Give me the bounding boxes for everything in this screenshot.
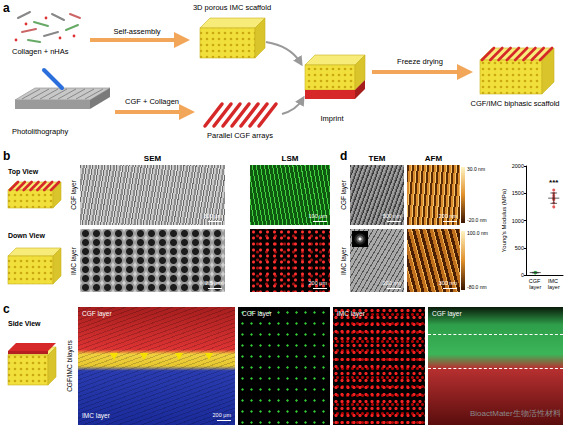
html-text:100 μm: 100 μm [308,213,327,219]
html-text:CGF + Collagen: CGF + Collagen [125,97,179,106]
svg-text:1500: 1500 [512,190,524,196]
html-text:CGF layer: CGF layer [432,310,462,317]
html-text:Collagen + nHAs: Collagen + nHAs [12,47,69,56]
html-text:IMC layer: IMC layer [337,310,365,317]
svg-text:2000: 2000 [512,163,524,169]
html-text:CGF layer: CGF layer [339,180,347,210]
html-text:CGF layer: CGF layer [82,310,112,317]
html-text:CGF/IMC biphasic scaffold: CGF/IMC biphasic scaffold [470,99,560,108]
html-text:Side View: Side View [8,320,41,327]
html-text:SEM: SEM [143,154,162,163]
html-text:c: c [3,302,10,316]
html-text:Down View: Down View [8,232,45,239]
html-text:200 nm: 200 nm [382,280,401,286]
html-text:-80.0 nm: -80.0 nm [467,284,487,290]
html-text:Parallel CGF arrays: Parallel CGF arrays [207,131,273,140]
html-text:200 μm: 200 μm [308,280,327,286]
html-text:TEM: TEM [368,154,386,163]
html-text:2.5 μm: 2.5 μm [205,280,222,286]
html-text:200 μm: 200 μm [212,412,231,418]
html-text:d: d [340,149,348,163]
svg-text:1000: 1000 [512,218,524,224]
html-text:a: a [3,1,10,15]
svg-text:500: 500 [515,245,524,251]
html-text:IMC layer: IMC layer [69,246,77,275]
html-text:CGF/IMC bilayers: CGF/IMC bilayers [65,340,73,392]
html-text:300 μm: 300 μm [203,213,222,219]
html-text:CGF layer: CGF layer [69,180,77,210]
svg-text:0: 0 [521,272,524,278]
html-text:b: b [3,149,11,163]
html-text:500 nm: 500 nm [382,213,401,219]
html-text:Photolithography: Photolithography [12,127,69,136]
svg-text:***: *** [549,178,559,187]
html-text:CGF layer: CGF layer [242,310,272,317]
html-text:-20.0 nm: -20.0 nm [467,217,487,223]
html-text:Top View: Top View [8,168,39,175]
svg-text:IMC: IMC [547,278,560,284]
html-text:IMC layer: IMC layer [339,246,347,275]
html-text:200 nm: 200 nm [438,213,457,219]
html-text:3D porous IMC scaffold: 3D porous IMC scaffold [192,3,272,12]
html-text:100.0 nm: 100.0 nm [467,230,488,236]
html-text:Freeze drying: Freeze drying [397,57,443,66]
html-text:LSM: LSM [281,154,299,163]
svg-text:CGF: CGF [528,278,542,284]
html-text:BioactMater生物活性材料: BioactMater生物活性材料 [470,409,561,418]
html-text:AFM: AFM [424,154,443,163]
svg-text:layer: layer [548,284,560,290]
svg-text:Young's Modulus (MPa): Young's Modulus (MPa) [501,189,507,252]
html-text:Self-assembly: Self-assembly [113,27,161,36]
html-text:IMC layer: IMC layer [82,412,110,419]
html-text:30.0 nm: 30.0 nm [467,166,486,172]
html-text:Imprint: Imprint [320,114,344,123]
svg-text:layer: layer [529,284,541,290]
html-text:300 nm: 300 nm [438,280,457,286]
